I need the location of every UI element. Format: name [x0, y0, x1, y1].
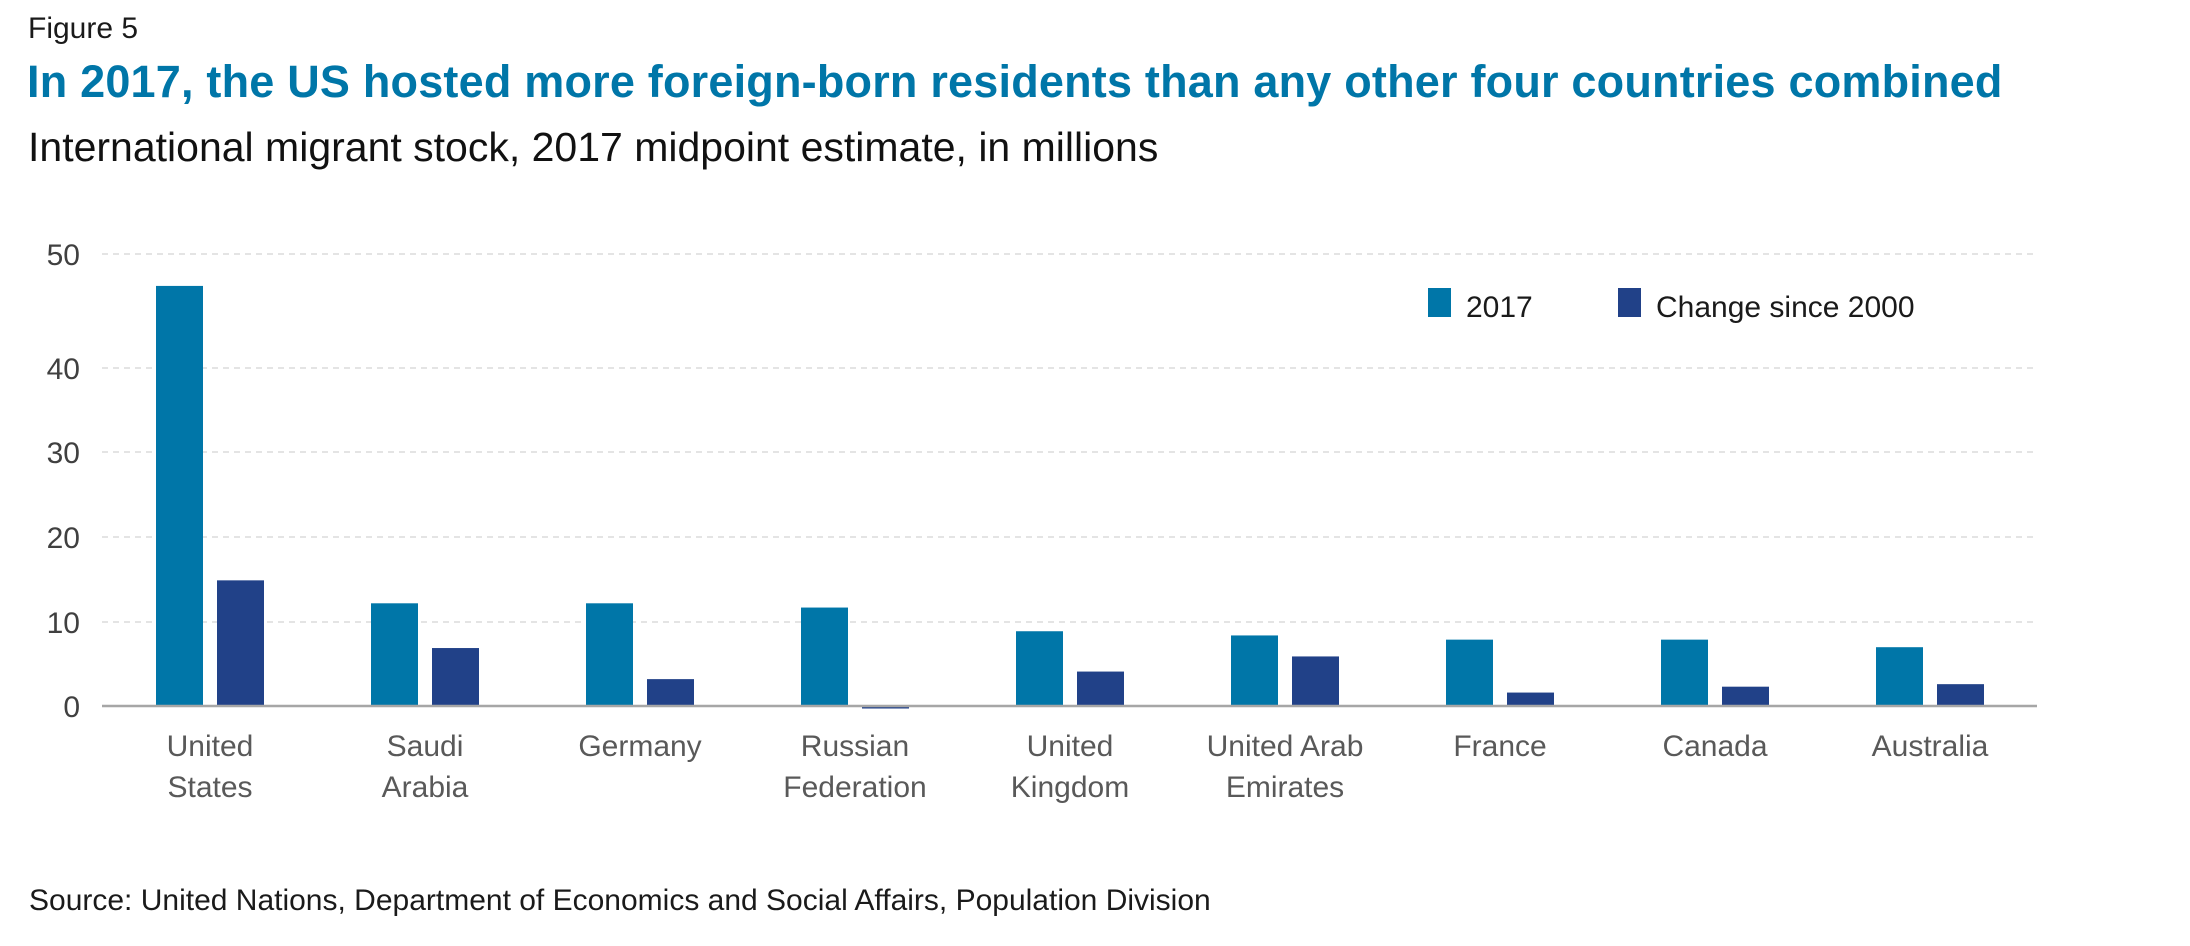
- y-tick-label: 50: [47, 239, 80, 272]
- bar-change-since-2000: [1077, 671, 1124, 706]
- category-label-line: Australia: [1872, 730, 1989, 763]
- source-note: Source: United Nations, Department of Ec…: [29, 884, 1211, 917]
- y-tick-label: 30: [47, 437, 80, 470]
- legend-label: Change since 2000: [1656, 291, 1915, 324]
- legend-swatch: [1428, 288, 1451, 317]
- bar-change-since-2000: [217, 580, 264, 706]
- y-tick-label: 20: [47, 522, 80, 555]
- bar-2017: [1661, 639, 1708, 706]
- bar-change-since-2000: [432, 648, 479, 706]
- category-label: Saudi Arabia: [382, 730, 469, 804]
- bar-2017: [1446, 639, 1493, 706]
- bar-2017: [801, 607, 848, 706]
- category-label-line: Federation: [783, 771, 926, 804]
- chart-subtitle: International migrant stock, 2017 midpoi…: [28, 124, 1159, 170]
- bar-change-since-2000: [1507, 692, 1554, 706]
- category-label-line: Arabia: [382, 771, 469, 804]
- y-tick-label: 10: [47, 607, 80, 640]
- category-label: France: [1453, 730, 1546, 763]
- category-label-line: Russian: [801, 730, 909, 763]
- category-label-line: Germany: [578, 730, 701, 763]
- legend-label: 2017: [1466, 291, 1533, 324]
- category-label: United States: [167, 730, 254, 804]
- y-axis-ticks: 0 10 20 30 40 50: [47, 239, 80, 724]
- figure-label: Figure 5: [28, 12, 139, 45]
- y-tick-label: 40: [47, 353, 80, 386]
- bar-2017: [1876, 647, 1923, 706]
- legend-swatch: [1618, 288, 1641, 317]
- bars: [156, 285, 1984, 709]
- chart-title: In 2017, the US hosted more foreign-born…: [27, 56, 2003, 107]
- bar-2017: [371, 603, 418, 706]
- bar-2017: [156, 285, 203, 706]
- bar-change-since-2000: [1722, 686, 1769, 706]
- legend: 2017 Change since 2000: [1428, 288, 1915, 324]
- bar-2017: [1016, 631, 1063, 706]
- bar-change-since-2000: [862, 706, 909, 709]
- bar-change-since-2000: [1292, 656, 1339, 706]
- category-label-line: Kingdom: [1011, 771, 1129, 804]
- category-label: Canada: [1662, 730, 1767, 763]
- bar-change-since-2000: [1937, 684, 1984, 706]
- category-label: United Kingdom: [1011, 730, 1129, 804]
- bar-change-since-2000: [647, 679, 694, 706]
- category-label: United Arab Emirates: [1207, 730, 1364, 804]
- bar-2017: [586, 603, 633, 706]
- category-label: Russian Federation: [783, 730, 926, 804]
- category-label-line: States: [167, 771, 252, 804]
- gridlines: [102, 253, 2037, 623]
- category-label-line: France: [1453, 730, 1546, 763]
- y-tick-label: 0: [63, 691, 80, 724]
- category-label-line: United Arab: [1207, 730, 1364, 763]
- category-label-line: Canada: [1662, 730, 1767, 763]
- bar-2017: [1231, 635, 1278, 706]
- category-label: Germany: [578, 730, 701, 763]
- category-label: Australia: [1872, 730, 1989, 763]
- category-label-line: United: [1027, 730, 1114, 763]
- category-label-line: Saudi: [387, 730, 464, 763]
- category-label-line: Emirates: [1226, 771, 1344, 804]
- category-label-line: United: [167, 730, 254, 763]
- category-labels: United States Saudi Arabia Germany Russian Fed…: [167, 730, 1989, 804]
